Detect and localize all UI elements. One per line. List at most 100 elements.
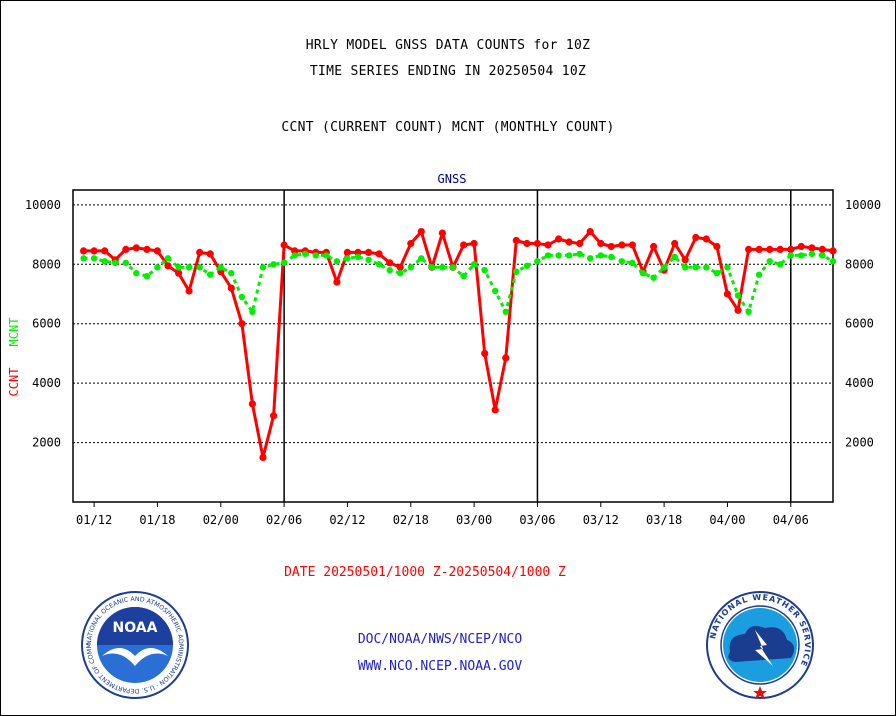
data-point-ccnt (512, 236, 520, 245)
data-point-mcnt (555, 252, 562, 259)
data-point-ccnt (544, 241, 552, 249)
data-point-ccnt (755, 245, 763, 253)
data-point-mcnt (576, 250, 583, 258)
data-point-mcnt (703, 264, 710, 271)
data-point-ccnt (565, 238, 573, 246)
data-point-mcnt (418, 255, 425, 262)
data-point-mcnt (365, 256, 372, 263)
y-tick-label-left: 4000 (32, 376, 61, 390)
data-point-ccnt (185, 287, 193, 295)
data-point-mcnt (249, 308, 256, 315)
x-tick-label: 02/18 (393, 513, 429, 527)
x-tick-label: 02/12 (329, 513, 365, 527)
x-tick-label: 04/06 (773, 513, 809, 527)
x-tick-label: 01/12 (76, 513, 112, 527)
data-point-ccnt (702, 235, 710, 243)
data-point-mcnt (692, 264, 699, 271)
data-point-mcnt (312, 252, 319, 259)
x-tick-label: 03/06 (519, 513, 555, 527)
data-point-ccnt (343, 248, 351, 256)
data-point-mcnt (291, 252, 298, 259)
data-point-mcnt (323, 252, 330, 259)
data-point-ccnt (206, 250, 214, 258)
nws-logo: NATIONAL WEATHER SERVICE (706, 591, 814, 699)
data-point-mcnt (682, 264, 689, 271)
x-tick-label: 02/00 (203, 513, 239, 527)
data-point-ccnt (417, 228, 425, 236)
data-point-ccnt (523, 239, 531, 248)
y-tick-label-left: 6000 (32, 317, 61, 331)
data-point-mcnt (608, 253, 615, 261)
data-point-mcnt (829, 258, 837, 265)
data-point-ccnt (438, 229, 446, 237)
data-point-ccnt (164, 262, 172, 270)
data-point-mcnt (724, 264, 731, 271)
data-point-mcnt (101, 258, 108, 265)
data-point-mcnt (154, 264, 161, 271)
data-point-ccnt (671, 239, 679, 248)
data-point-mcnt (513, 268, 520, 275)
y-axis-label-mcnt: MCNT (7, 318, 21, 347)
data-point-mcnt (407, 264, 414, 271)
data-point-mcnt (164, 255, 172, 262)
data-point-ccnt (808, 244, 816, 252)
data-point-ccnt (776, 245, 784, 253)
data-point-ccnt (248, 400, 256, 408)
data-point-mcnt (766, 258, 773, 265)
plot-area (72, 189, 834, 503)
data-point-ccnt (481, 349, 489, 357)
data-point-ccnt (143, 245, 151, 253)
data-point-mcnt (587, 255, 594, 262)
data-point-ccnt (818, 245, 827, 253)
data-point-ccnt (607, 242, 615, 251)
data-point-ccnt (196, 248, 204, 256)
x-tick-label: 03/00 (456, 513, 492, 527)
data-point-ccnt (681, 256, 689, 264)
y-axis-label-group: CCNT MCNT (7, 318, 21, 397)
data-point-ccnt (396, 263, 404, 271)
data-point-mcnt (280, 259, 288, 266)
data-point-mcnt (259, 264, 267, 271)
data-point-ccnt (259, 453, 267, 461)
data-point-ccnt (713, 242, 721, 251)
data-point-mcnt (185, 264, 193, 271)
data-point-ccnt (365, 248, 373, 256)
data-point-mcnt (660, 264, 668, 271)
data-point-ccnt (386, 259, 394, 267)
x-tick-label: 03/12 (583, 513, 619, 527)
data-point-mcnt (207, 271, 214, 278)
data-point-ccnt (227, 284, 235, 292)
data-point-ccnt (723, 290, 732, 298)
data-point-ccnt (597, 239, 605, 248)
data-point-mcnt (449, 264, 457, 271)
data-point-ccnt (628, 241, 637, 249)
data-point-ccnt (797, 242, 805, 251)
chart-subtitle: CCNT (CURRENT COUNT) MCNT (MONTHLY COUNT… (281, 120, 615, 135)
data-point-mcnt (819, 252, 826, 259)
data-point-mcnt (397, 270, 404, 277)
data-point-mcnt (713, 270, 721, 277)
data-point-mcnt (386, 267, 393, 274)
data-point-mcnt (217, 264, 224, 271)
data-point-mcnt (460, 273, 467, 280)
data-point-mcnt (777, 261, 784, 268)
data-point-mcnt (238, 293, 246, 301)
data-point-ccnt (238, 320, 246, 328)
data-point-mcnt (597, 252, 604, 259)
data-point-ccnt (692, 233, 700, 242)
data-point-mcnt (523, 262, 531, 269)
data-point-mcnt (755, 271, 763, 278)
website-link[interactable]: WWW.NCO.NCEP.NOAA.GOV (357, 659, 523, 674)
y-tick-label-left: 8000 (32, 257, 61, 271)
data-point-ccnt (533, 239, 542, 248)
data-point-mcnt (354, 253, 362, 261)
series-line-ccnt (83, 230, 834, 459)
data-point-mcnt (344, 255, 351, 262)
data-point-ccnt (80, 247, 88, 255)
data-point-ccnt (175, 269, 183, 277)
y-tick-label-right: 8000 (845, 257, 874, 271)
data-point-mcnt (143, 273, 151, 280)
data-point-mcnt (196, 264, 203, 271)
data-point-ccnt (787, 245, 795, 253)
data-point-mcnt (650, 274, 657, 281)
